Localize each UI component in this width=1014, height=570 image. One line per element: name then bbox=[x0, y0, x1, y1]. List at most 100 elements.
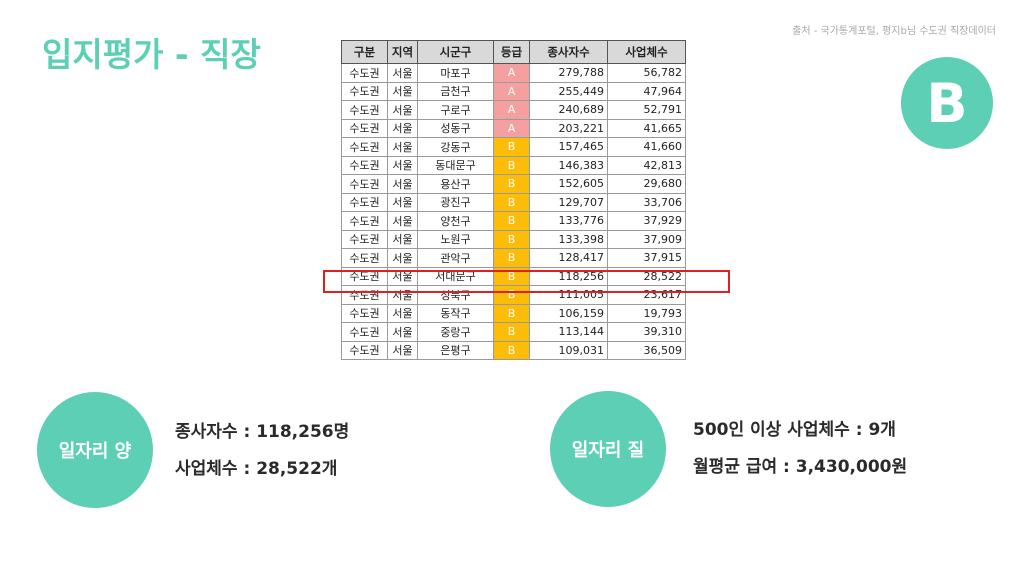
cell-category: 수도권 bbox=[341, 63, 388, 83]
cell-grade: B bbox=[493, 248, 530, 268]
cell-employees: 240,689 bbox=[529, 100, 608, 120]
cell-businesses: 36,509 bbox=[607, 340, 686, 360]
source-note: 출처 - 국가통계포털, 평지b님 수도권 직장데이터 bbox=[792, 26, 996, 37]
cell-businesses: 52,791 bbox=[607, 100, 686, 120]
header-businesses: 사업체수 bbox=[607, 40, 686, 64]
cell-district: 성동구 bbox=[417, 118, 494, 138]
large-business-count-text: 500인 이상 사업체수 : 9개 bbox=[693, 420, 896, 440]
table-row: 수도권 서울 관악구 B 128,417 37,915 bbox=[341, 248, 686, 268]
cell-district: 동대문구 bbox=[417, 155, 494, 175]
cell-employees: 152,605 bbox=[529, 174, 608, 194]
cell-employees: 109,031 bbox=[529, 340, 608, 360]
cell-category: 수도권 bbox=[341, 192, 388, 212]
cell-region: 서울 bbox=[387, 192, 418, 212]
cell-businesses: 41,660 bbox=[607, 137, 686, 157]
cell-employees: 128,417 bbox=[529, 248, 608, 268]
page-title: 입지평가 - 직장 bbox=[42, 35, 261, 74]
cell-businesses: 39,310 bbox=[607, 322, 686, 342]
table-header-row: 구분 지역 시군구 등급 종사자수 사업체수 bbox=[341, 40, 686, 64]
cell-category: 수도권 bbox=[341, 211, 388, 231]
cell-grade: B bbox=[493, 174, 530, 194]
cell-employees: 146,383 bbox=[529, 155, 608, 175]
grade-badge: B bbox=[901, 57, 993, 149]
cell-grade: A bbox=[493, 100, 530, 120]
cell-grade: B bbox=[493, 340, 530, 360]
cell-businesses: 37,929 bbox=[607, 211, 686, 231]
table-row: 수도권 서울 동대문구 B 146,383 42,813 bbox=[341, 155, 686, 175]
cell-district: 관악구 bbox=[417, 248, 494, 268]
cell-category: 수도권 bbox=[341, 81, 388, 101]
cell-grade: B bbox=[493, 211, 530, 231]
table-row: 수도권 서울 광진구 B 129,707 33,706 bbox=[341, 192, 686, 212]
table-row: 수도권 서울 구로구 A 240,689 52,791 bbox=[341, 100, 686, 120]
cell-category: 수도권 bbox=[341, 118, 388, 138]
cell-district: 동작구 bbox=[417, 303, 494, 323]
cell-employees: 106,159 bbox=[529, 303, 608, 323]
jobs-quality-info: 500인 이상 사업체수 : 9개 월평균 급여 : 3,430,000원 bbox=[693, 412, 907, 486]
jobs-quality-circle: 일자리 질 bbox=[550, 391, 666, 507]
cell-employees: 279,788 bbox=[529, 63, 608, 83]
cell-region: 서울 bbox=[387, 81, 418, 101]
jobs-quantity-info: 종사자수 : 118,256명 사업체수 : 28,522개 bbox=[175, 414, 349, 488]
cell-region: 서울 bbox=[387, 100, 418, 120]
table-row: 수도권 서울 성북구 B 111,005 23,617 bbox=[341, 285, 686, 305]
cell-grade: B bbox=[493, 155, 530, 175]
cell-district: 강동구 bbox=[417, 137, 494, 157]
cell-grade: A bbox=[493, 63, 530, 83]
cell-businesses: 19,793 bbox=[607, 303, 686, 323]
cell-employees: 113,144 bbox=[529, 322, 608, 342]
cell-category: 수도권 bbox=[341, 303, 388, 323]
cell-employees: 255,449 bbox=[529, 81, 608, 101]
header-category: 구분 bbox=[341, 40, 388, 64]
table-row: 수도권 서울 마포구 A 279,788 56,782 bbox=[341, 63, 686, 83]
table-row: 수도권 서울 동작구 B 106,159 19,793 bbox=[341, 303, 686, 323]
cell-category: 수도권 bbox=[341, 100, 388, 120]
cell-category: 수도권 bbox=[341, 229, 388, 249]
cell-employees: 133,398 bbox=[529, 229, 608, 249]
highlight-box bbox=[323, 270, 730, 293]
cell-businesses: 33,706 bbox=[607, 192, 686, 212]
cell-district: 구로구 bbox=[417, 100, 494, 120]
cell-businesses: 47,964 bbox=[607, 81, 686, 101]
cell-district: 노원구 bbox=[417, 229, 494, 249]
cell-businesses: 29,680 bbox=[607, 174, 686, 194]
cell-district: 중랑구 bbox=[417, 322, 494, 342]
table-row: 수도권 서울 강동구 B 157,465 41,660 bbox=[341, 137, 686, 157]
cell-region: 서울 bbox=[387, 118, 418, 138]
table-row: 수도권 서울 성동구 A 203,221 41,665 bbox=[341, 118, 686, 138]
cell-category: 수도권 bbox=[341, 155, 388, 175]
cell-employees: 203,221 bbox=[529, 118, 608, 138]
cell-region: 서울 bbox=[387, 322, 418, 342]
cell-category: 수도권 bbox=[341, 322, 388, 342]
cell-region: 서울 bbox=[387, 174, 418, 194]
cell-grade: A bbox=[493, 118, 530, 138]
cell-employees: 133,776 bbox=[529, 211, 608, 231]
cell-grade: A bbox=[493, 81, 530, 101]
cell-businesses: 37,909 bbox=[607, 229, 686, 249]
table-row: 수도권 서울 금천구 A 255,449 47,964 bbox=[341, 81, 686, 101]
table-row: 수도권 서울 노원구 B 133,398 37,909 bbox=[341, 229, 686, 249]
cell-grade: B bbox=[493, 229, 530, 249]
table-row: 수도권 서울 용산구 B 152,605 29,680 bbox=[341, 174, 686, 194]
header-employees: 종사자수 bbox=[529, 40, 608, 64]
cell-region: 서울 bbox=[387, 155, 418, 175]
cell-businesses: 41,665 bbox=[607, 118, 686, 138]
cell-businesses: 42,813 bbox=[607, 155, 686, 175]
header-grade: 등급 bbox=[493, 40, 530, 64]
table-row: 수도권 서울 중랑구 B 113,144 39,310 bbox=[341, 322, 686, 342]
cell-region: 서울 bbox=[387, 63, 418, 83]
cell-category: 수도권 bbox=[341, 340, 388, 360]
cell-employees: 157,465 bbox=[529, 137, 608, 157]
header-region: 지역 bbox=[387, 40, 418, 64]
cell-district: 마포구 bbox=[417, 63, 494, 83]
cell-region: 서울 bbox=[387, 137, 418, 157]
cell-region: 서울 bbox=[387, 229, 418, 249]
cell-category: 수도권 bbox=[341, 174, 388, 194]
header-district: 시군구 bbox=[417, 40, 494, 64]
cell-businesses: 56,782 bbox=[607, 63, 686, 83]
cell-grade: B bbox=[493, 192, 530, 212]
cell-region: 서울 bbox=[387, 211, 418, 231]
cell-category: 수도권 bbox=[341, 248, 388, 268]
cell-grade: B bbox=[493, 137, 530, 157]
cell-category: 수도권 bbox=[341, 137, 388, 157]
